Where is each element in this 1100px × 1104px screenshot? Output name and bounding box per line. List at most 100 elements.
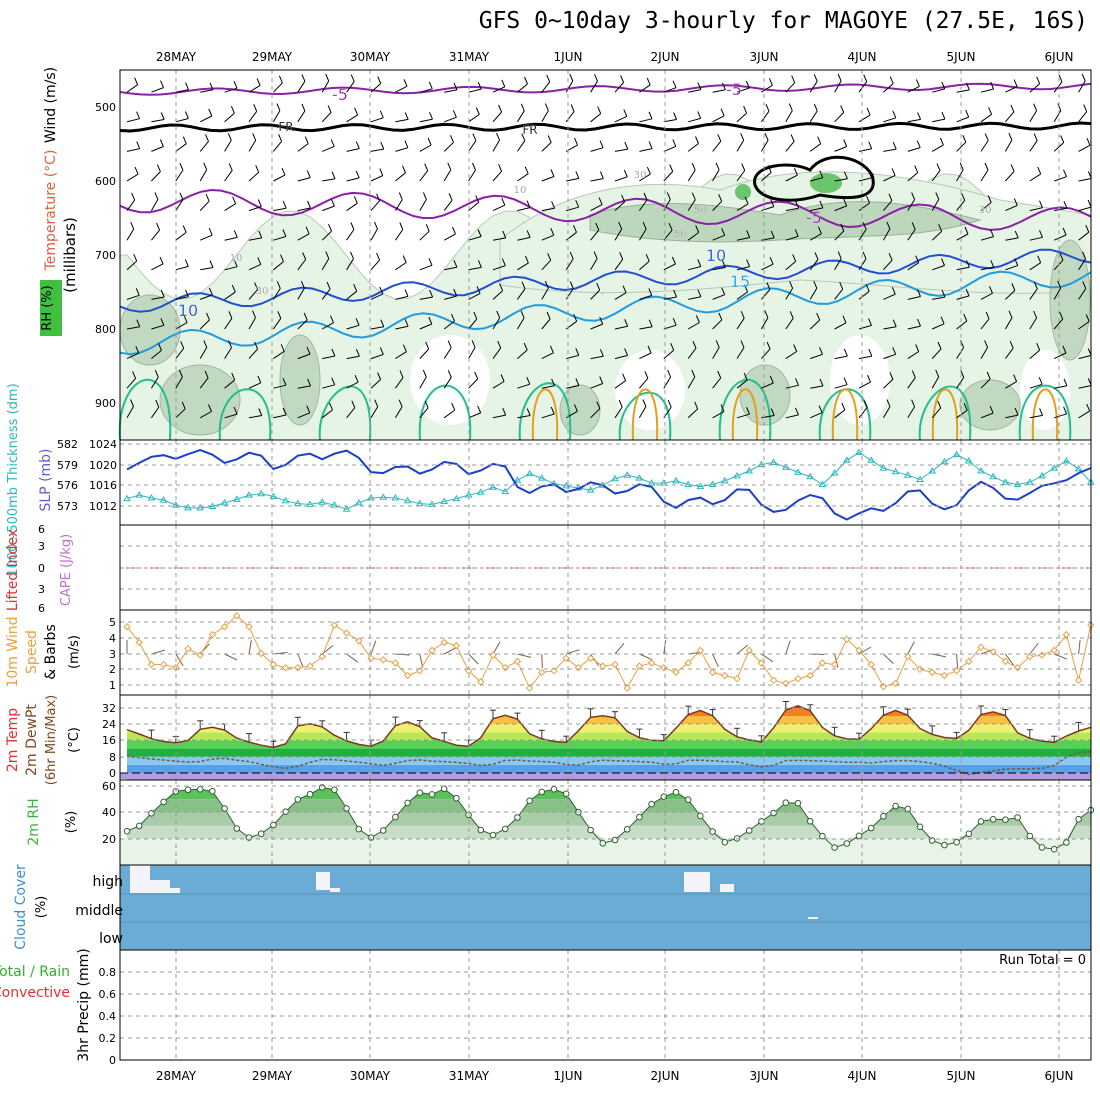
thickness-point [1074,464,1083,472]
wind-barb-flag [1037,166,1042,175]
wind-barb [541,176,555,182]
wind-speed-point [611,660,619,669]
wind-barb [199,319,210,330]
rh-point [953,838,960,846]
isotherm-10 [119,248,1092,313]
rh-point [697,812,704,820]
wind-barb-flag [1063,201,1068,209]
precip-tick: 0.2 [99,1032,117,1045]
wind-barb [1078,321,1090,330]
wind-barb-flag [743,372,748,381]
wind-barb [273,140,282,152]
wind-barb-flag [472,133,477,141]
wind-barb-flag [988,107,993,115]
wind-barb-flag [429,289,434,298]
wind-barb-flag [501,79,506,87]
thickness-point [257,489,266,497]
bottom-date-label: 4JUN [848,1069,877,1083]
wind-barb-flag [228,163,233,171]
wind-barb [785,261,797,271]
wind-barb-flag [551,378,556,386]
contour-label: 30 [979,205,992,216]
wind-barb-flag [744,284,749,293]
rh-point [331,786,338,794]
wind-barb-flag [182,225,187,233]
wind-barb-flag [721,82,726,90]
wind-barb [858,148,872,152]
wind-barb [932,118,946,123]
slp-tick: 1016 [89,479,117,492]
wind-barb [517,236,531,241]
precip-axis-label: 3hr Precip (mm) [76,948,92,1061]
surface-wind-barb [1004,653,1015,666]
rh-point [343,805,350,812]
wind-barb [761,84,773,93]
wind-barb-flag [868,318,872,326]
surface-wind-barb [1054,653,1068,660]
surface-wind-barb [1029,642,1039,655]
contour-label: 10 [514,185,527,196]
wind-barb-flag [868,348,873,357]
wind-barb [346,229,355,241]
wind-barb-flag [307,200,311,209]
wind-barb-flag [935,192,940,200]
wind-barb-flag [376,252,381,261]
wind-barb-flag [160,80,164,88]
wind-barb-flag [253,104,258,112]
surface-wind-barb [907,641,915,655]
rh-point [379,827,387,834]
wind-barb [614,176,628,182]
wind-barb [1053,110,1062,123]
wind-barb [370,148,384,152]
isotherm-20-loop [618,391,672,441]
wind-barb-flag [889,76,894,84]
temp-tick: 0 [109,767,116,780]
wind-barb [224,291,236,300]
wind-barb-flag [1033,281,1038,289]
wind-barb [321,288,331,300]
wind-barb-flag [355,318,360,326]
wind-barb [444,116,457,123]
rh-point [1050,845,1058,853]
bottom-date-label: 2JUN [651,1069,680,1083]
wind-barb-flag [1062,227,1067,236]
wind-speed-point [391,659,400,667]
wind-barb [394,406,403,419]
wind-barb-flag [717,134,722,142]
wind-barb-flag [228,340,232,348]
wind-barb [492,317,501,330]
wind-speed-point [904,652,912,661]
contour-label: -5 [726,80,742,99]
wind-barb-flag [1039,230,1043,238]
wind-barb [224,203,236,212]
wind-barb-flag [697,111,702,119]
wind-barb-flag [599,316,604,325]
wind-barb-flag [964,226,969,235]
wind-barb [370,83,382,93]
wind-barb [785,207,799,212]
wind-speed-tick: 1 [109,679,116,692]
wind-barb-flag [544,103,549,111]
cloud-cover-bar [170,888,180,893]
wind-barb [346,381,359,389]
pressure-tick: 500 [95,101,116,114]
wind-barb [346,258,354,271]
wind-barb-flag [743,105,748,114]
wind-barb [395,172,406,182]
wind-barb [956,377,965,389]
isotherm-neg5-mid [119,188,1092,231]
wind-barb [175,118,189,123]
wind-barb [224,266,238,271]
wind-barb [151,171,161,182]
thickness-point [818,480,827,487]
wind-barb [1078,410,1090,419]
isotherm-15 [119,270,1092,356]
wind-barb-flag [1085,225,1090,233]
wind-barb [931,170,941,182]
wind-barb [321,230,332,241]
wind-barb-flag [302,252,307,260]
wind-barb [858,324,872,330]
wind-barb [492,86,506,93]
wind-barb [663,87,677,93]
wind-speed-point [233,611,241,620]
